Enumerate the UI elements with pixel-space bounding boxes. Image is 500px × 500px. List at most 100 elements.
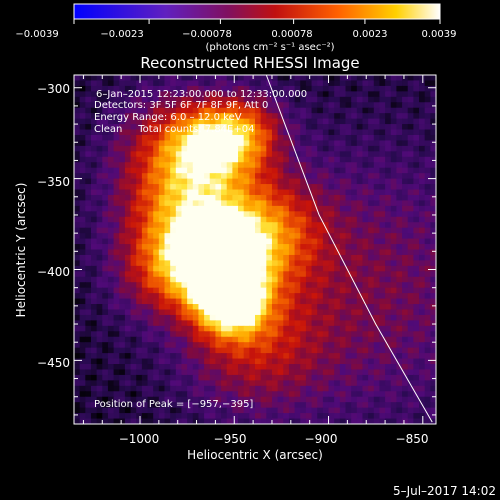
heatmap-cell (243, 156, 250, 163)
heatmap-cell (136, 380, 143, 387)
heatmap-cell (85, 342, 92, 349)
heatmap-cell (266, 184, 273, 191)
heatmap-cell (390, 200, 398, 207)
heatmap-cell (96, 178, 103, 185)
heatmap-cell (317, 167, 324, 174)
heatmap-cell (187, 407, 194, 414)
heatmap-cell (266, 385, 273, 392)
heatmap-cell (271, 167, 279, 174)
heatmap-cell (187, 249, 194, 256)
heatmap-cell (85, 282, 92, 289)
heatmap-cell (294, 276, 301, 283)
heatmap-cell (198, 282, 205, 289)
heatmap-cell (328, 364, 335, 371)
heatmap-cell (79, 118, 86, 125)
heatmap-cell (175, 287, 183, 294)
heatmap-cell (124, 353, 132, 360)
heatmap-cell (328, 402, 335, 409)
heatmap-cell (209, 233, 217, 240)
heatmap-cell (96, 293, 103, 300)
heatmap-cell (192, 184, 200, 191)
heatmap-cell (198, 173, 205, 180)
heatmap-cell (141, 140, 149, 147)
heatmap-cell (373, 342, 381, 349)
heatmap-cell (356, 374, 364, 381)
heatmap-cell (102, 75, 109, 82)
heatmap-cell (204, 254, 211, 261)
heatmap-cell (158, 402, 166, 409)
heatmap-cell (232, 80, 239, 87)
heatmap-cell (266, 396, 273, 403)
heatmap-cell (328, 282, 335, 289)
heatmap-cell (187, 402, 194, 409)
heatmap-cell (192, 156, 200, 163)
heatmap-cell (85, 320, 92, 327)
heatmap-cell (300, 265, 307, 272)
heatmap-cell (175, 336, 183, 343)
heatmap-cell (85, 200, 92, 207)
heatmap-cell (334, 205, 341, 212)
heatmap-cell (198, 287, 205, 294)
heatmap-cell (79, 407, 86, 414)
heatmap-cell (300, 238, 307, 245)
heatmap-cell (430, 189, 436, 196)
heatmap-cell (204, 391, 211, 398)
heatmap-cell (209, 80, 217, 87)
heatmap-cell (402, 233, 409, 240)
heatmap-cell (311, 194, 318, 202)
heatmap-cell (356, 238, 364, 245)
heatmap-cell (181, 407, 188, 414)
heatmap-cell (136, 85, 143, 92)
heatmap-cell (119, 205, 126, 212)
heatmap-cell (328, 85, 335, 92)
heatmap-cell (124, 96, 132, 103)
heatmap-cell (379, 238, 386, 245)
heatmap-cell (413, 85, 420, 92)
annotation-energy-range: Energy Range: 6.0 – 12.0 keV (94, 112, 242, 123)
heatmap-cell (238, 325, 245, 332)
heatmap-cell (402, 173, 409, 180)
heatmap-cell (413, 216, 420, 223)
heatmap-cell (322, 216, 330, 223)
heatmap-cell (413, 189, 420, 196)
heatmap-cell (221, 238, 228, 245)
heatmap-cell (322, 211, 330, 218)
heatmap-cell (153, 205, 160, 212)
heatmap-cell (107, 200, 115, 207)
heatmap-cell (170, 298, 177, 305)
heatmap-cell (311, 156, 318, 163)
heatmap-cell (158, 107, 166, 114)
heatmap-cell (260, 91, 267, 98)
heatmap-cell (379, 364, 386, 371)
heatmap-cell (407, 118, 414, 125)
heatmap-cell (379, 265, 386, 272)
heatmap-cell (362, 320, 369, 327)
heatmap-cell (113, 151, 120, 158)
heatmap-cell (158, 189, 166, 196)
heatmap-cell (430, 293, 436, 300)
heatmap-cell (419, 413, 426, 420)
heatmap-cell (158, 342, 166, 349)
heatmap-cell (181, 396, 188, 403)
heatmap-cell (288, 276, 296, 283)
heatmap-cell (164, 222, 171, 229)
heatmap-cell (192, 113, 200, 120)
heatmap-cell (119, 364, 126, 371)
heatmap-cell (147, 364, 154, 371)
heatmap-cell (204, 151, 211, 158)
heatmap-cell (345, 107, 352, 114)
heatmap-cell (130, 254, 137, 261)
heatmap-cell (249, 314, 256, 321)
heatmap-cell (119, 304, 126, 311)
heatmap-cell (351, 358, 358, 365)
heatmap-cell (300, 134, 307, 142)
heatmap-cell (124, 391, 132, 398)
heatmap-cell (356, 407, 364, 414)
heatmap-cell (153, 309, 160, 316)
heatmap-cell (209, 418, 217, 424)
heatmap-cell (305, 265, 313, 272)
heatmap-cell (243, 364, 250, 371)
heatmap-cell (238, 358, 245, 365)
heatmap-cell (187, 276, 194, 283)
heatmap-cell (362, 85, 369, 92)
